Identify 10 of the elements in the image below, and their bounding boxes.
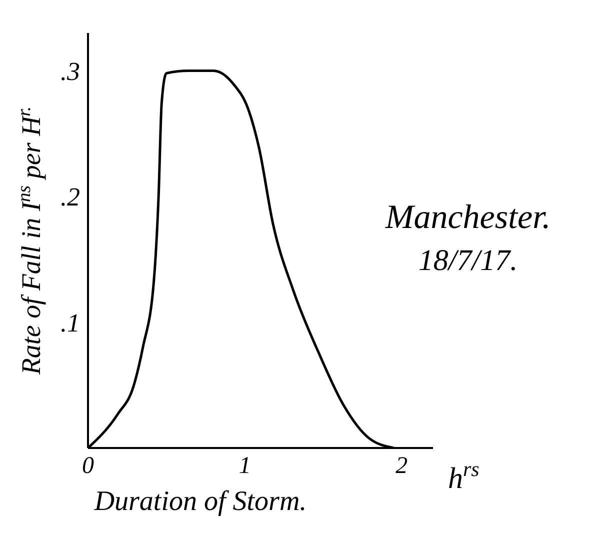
y-tick-label: .2 xyxy=(60,182,80,212)
annotation: Manchester. xyxy=(384,199,551,236)
x-axis-title: Duration of Storm. xyxy=(93,486,307,517)
x-tick-label: 0 xyxy=(82,453,94,480)
y-tick-label: .1 xyxy=(60,308,80,338)
x-tick-label: 2 xyxy=(396,453,408,480)
y-tick-label: .3 xyxy=(60,56,80,86)
annotation: 18/7/17. xyxy=(418,244,518,277)
text: h$^{rs}$ xyxy=(448,457,480,495)
x-tick-label: 1 xyxy=(238,453,251,480)
